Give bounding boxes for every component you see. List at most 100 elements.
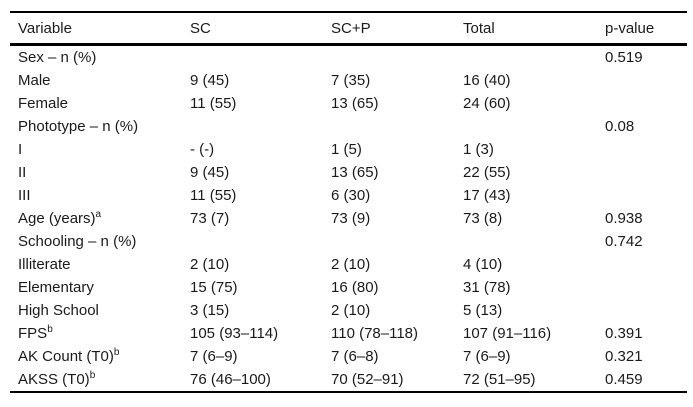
cell-variable: Sex – n (%): [10, 45, 190, 70]
cell-total: 107 (91–116): [463, 325, 552, 342]
table-body: Sex – n (%) 0.519 Male 9 (45) 7 (35) 16 (40) F…: [10, 45, 687, 393]
cell-pvalue: 0.519: [605, 49, 643, 66]
cell-total: 31 (78): [463, 279, 511, 296]
variable-label: I: [18, 141, 23, 158]
variable-label: Schooling – n (%): [18, 233, 137, 250]
cell-pvalue: [605, 69, 687, 92]
cell-pvalue: 0.459: [605, 371, 643, 388]
variable-label: Male: [18, 72, 51, 89]
table-row: I - (-) 1 (5) 1 (3): [10, 138, 687, 161]
cell-scp: 110 (78–118): [331, 325, 419, 342]
cell-sc: 7 (6–9): [190, 348, 238, 365]
cell-sc: [190, 45, 331, 70]
table-row: Age (years)a 73 (7) 73 (9) 73 (8) 0.938: [10, 207, 687, 230]
cell-variable: Phototype – n (%): [10, 115, 190, 138]
cell-variable: I: [10, 138, 190, 161]
cell-pvalue: [605, 161, 687, 184]
variable-label: Elementary: [18, 279, 94, 296]
cell-variable: AKSS (T0)b: [10, 368, 190, 392]
cell-sc: 105 (93–114): [190, 325, 279, 342]
cell-pvalue: [605, 92, 687, 115]
cell-pvalue: [605, 138, 687, 161]
variable-label: Age (years): [18, 210, 96, 227]
variable-label: Phototype – n (%): [18, 118, 139, 135]
table-row: AKSS (T0)b 76 (46–100) 70 (52–91) 72 (51–95…: [10, 368, 687, 392]
footnote-marker: b: [89, 370, 96, 381]
cell-pvalue: [605, 253, 687, 276]
cell-sc: 15 (75): [190, 279, 238, 296]
table-row: Phototype – n (%) 0.08: [10, 115, 687, 138]
table-row: FPSb 105 (93–114) 110 (78–118) 107 (91–116)…: [10, 322, 687, 345]
column-header-pvalue: p-value: [605, 12, 687, 46]
table-row: Illiterate 2 (10) 2 (10) 4 (10): [10, 253, 687, 276]
cell-sc: 3 (15): [190, 302, 230, 319]
footnote-marker: b: [113, 347, 120, 358]
table-row: Schooling – n (%) 0.742: [10, 230, 687, 253]
cell-sc: 11 (55): [190, 187, 237, 204]
variable-label: Illiterate: [18, 256, 71, 273]
cell-scp: [331, 230, 463, 253]
characteristics-table: Variable SC SC+P Total p-value Sex – n (…: [10, 11, 687, 393]
cell-pvalue: 0.938: [605, 210, 643, 227]
table-row: Female 11 (55) 13 (65) 24 (60): [10, 92, 687, 115]
cell-pvalue: 0.391: [605, 325, 643, 342]
variable-label: FPS: [18, 325, 48, 342]
cell-scp: 7 (6–8): [331, 348, 379, 365]
column-header-total: Total: [463, 12, 605, 46]
variable-label: III: [18, 187, 31, 204]
cell-scp: 2 (10): [331, 256, 371, 273]
cell-total: 73 (8): [463, 210, 503, 227]
cell-pvalue: 0.742: [605, 233, 643, 250]
variable-label: II: [18, 164, 27, 181]
cell-scp: [331, 115, 463, 138]
cell-total: [463, 45, 605, 70]
cell-pvalue: [605, 184, 687, 207]
cell-variable: Male: [10, 69, 190, 92]
table-row: Male 9 (45) 7 (35) 16 (40): [10, 69, 687, 92]
variable-label: AKSS (T0): [18, 371, 90, 388]
cell-scp: 13 (65): [331, 164, 379, 181]
cell-variable: II: [10, 161, 190, 184]
paper-page: Variable SC SC+P Total p-value Sex – n (…: [10, 11, 687, 393]
cell-variable: Age (years)a: [10, 207, 190, 230]
cell-variable: Illiterate: [10, 253, 190, 276]
cell-pvalue: 0.321: [605, 348, 643, 365]
variable-label: Female: [18, 95, 69, 112]
cell-scp: 6 (30): [331, 187, 371, 204]
table-row: II 9 (45) 13 (65) 22 (55): [10, 161, 687, 184]
cell-sc: 9 (45): [190, 72, 230, 89]
variable-label: AK Count (T0): [18, 348, 114, 365]
cell-variable: AK Count (T0)b: [10, 345, 190, 368]
table-row: III 11 (55) 6 (30) 17 (43): [10, 184, 687, 207]
cell-sc: 11 (55): [190, 95, 237, 112]
cell-total: 22 (55): [463, 164, 511, 181]
cell-sc: 9 (45): [190, 164, 230, 181]
cell-pvalue: 0.08: [605, 118, 635, 135]
cell-variable: High School: [10, 299, 190, 322]
cell-pvalue: [605, 276, 687, 299]
cell-scp: 70 (52–91): [331, 371, 404, 388]
cell-total: 4 (10): [463, 256, 503, 273]
cell-sc: 76 (46–100): [190, 371, 271, 388]
table-row: Elementary 15 (75) 16 (80) 31 (78): [10, 276, 687, 299]
footnote-marker: a: [95, 209, 102, 220]
cell-sc: [190, 230, 331, 253]
variable-label: Sex – n (%): [18, 49, 97, 66]
cell-scp: 2 (10): [331, 302, 371, 319]
cell-total: 7 (6–9): [463, 348, 511, 365]
cell-sc: 2 (10): [190, 256, 230, 273]
cell-total: [463, 115, 605, 138]
cell-variable: FPSb: [10, 322, 190, 345]
table-header-row: Variable SC SC+P Total p-value: [10, 12, 687, 46]
cell-total: 24 (60): [463, 95, 511, 112]
cell-sc: [190, 115, 331, 138]
cell-scp: 13 (65): [331, 95, 379, 112]
cell-variable: Female: [10, 92, 190, 115]
cell-variable: Schooling – n (%): [10, 230, 190, 253]
cell-scp: 7 (35): [331, 72, 371, 89]
cell-scp: 1 (5): [331, 141, 362, 158]
column-header-scp: SC+P: [331, 12, 463, 46]
table-row: Sex – n (%) 0.519: [10, 45, 687, 70]
cell-total: 72 (51–95): [463, 371, 536, 388]
cell-sc: - (-): [190, 141, 215, 158]
